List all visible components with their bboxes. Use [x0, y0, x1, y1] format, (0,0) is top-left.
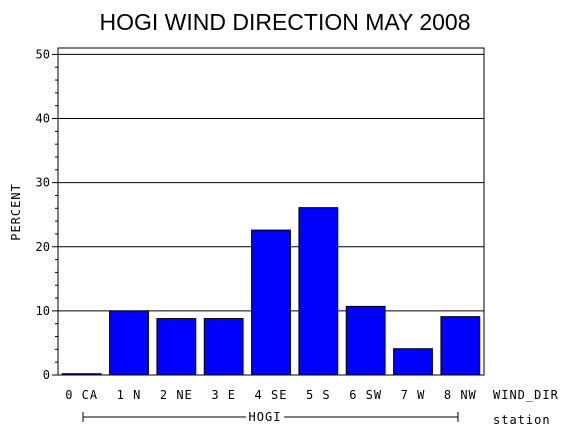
x-tick-label: 8 NW [444, 388, 477, 402]
x-axis-label: WIND_DIR [493, 388, 559, 402]
x-tick-label: 4 SE [255, 388, 288, 402]
group-axis-label: station [493, 413, 551, 427]
y-tick-label: 0 [43, 368, 50, 382]
bar [251, 229, 291, 376]
x-axis-ticks: 0 CA 1 N 2 NE 3 E 4 SE 5 S 6 SW 7 W 8 NW [65, 388, 477, 402]
x-tick-label: 7 W [401, 388, 426, 402]
bar [203, 318, 244, 376]
plot-frame [57, 47, 485, 376]
group-label-background [246, 410, 284, 424]
chart-title: HOGI WIND DIRECTION MAY 2008 [99, 9, 470, 35]
bar [393, 348, 433, 376]
x-tick-label: 1 N [117, 388, 142, 402]
y-axis-ticks: 0 10 20 30 40 50 [36, 47, 58, 382]
y-tick-label: 40 [36, 112, 50, 126]
bar [345, 305, 386, 376]
bar [109, 310, 149, 376]
y-tick-label: 10 [36, 304, 50, 318]
x-tick-label: 6 SW [349, 388, 382, 402]
bar [440, 316, 481, 376]
x-tick-label: 2 NE [160, 388, 193, 402]
bars [61, 207, 481, 376]
group-label: HOGI [249, 410, 282, 424]
y-axis-label: PERCENT [9, 183, 23, 241]
y-tick-label: 30 [36, 176, 50, 190]
x-tick-label: 5 S [306, 388, 331, 402]
bar [298, 207, 339, 376]
x-tick-label: 0 CA [65, 388, 98, 402]
gridlines [58, 53, 484, 312]
bar [156, 318, 197, 376]
y-tick-label: 50 [36, 47, 50, 61]
x-tick-label: 3 E [211, 388, 236, 402]
y-tick-label: 20 [36, 240, 50, 254]
